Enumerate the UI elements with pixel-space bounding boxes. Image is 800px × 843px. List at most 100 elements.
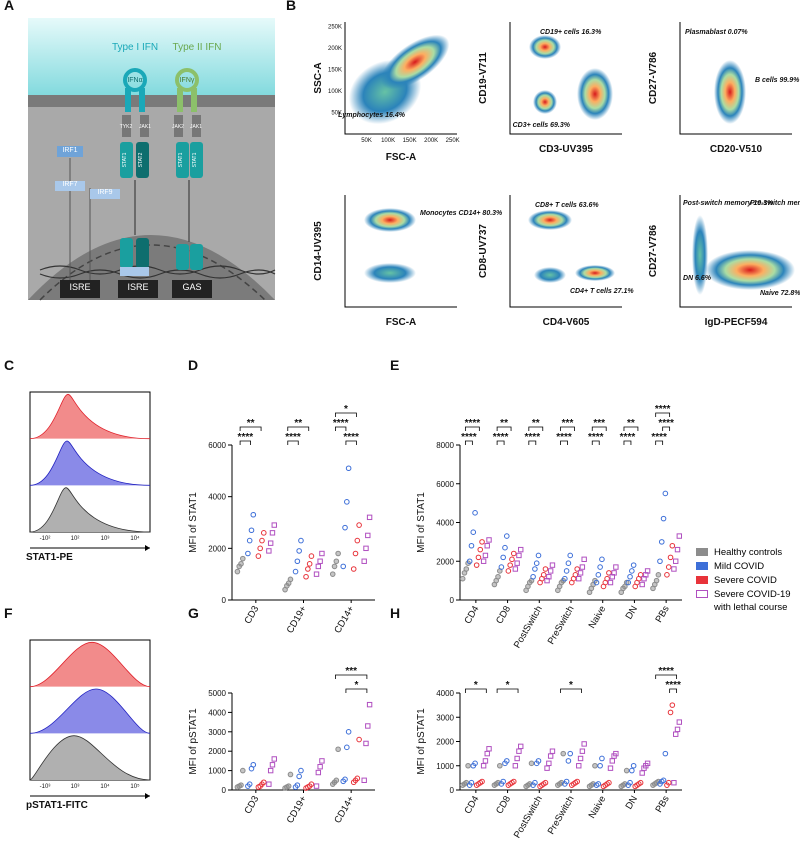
data-point <box>671 780 677 786</box>
data-point <box>238 782 244 788</box>
data-point <box>532 566 538 572</box>
data-point <box>606 779 612 786</box>
data-point <box>329 571 336 577</box>
data-point <box>361 777 367 783</box>
data-point <box>319 758 325 764</box>
diagram-label: IRF7 <box>62 181 77 188</box>
x-tick-label: 10⁴ <box>100 783 110 790</box>
y-tick-label: 150K <box>328 67 342 73</box>
y-tick-label: 3000 <box>436 713 454 722</box>
data-point <box>245 550 251 557</box>
data-point <box>475 554 482 561</box>
x-axis-label: CD4-V605 <box>543 317 590 328</box>
significance-bracket <box>335 426 347 431</box>
significance-label: **** <box>588 432 604 443</box>
data-point <box>593 579 600 586</box>
significance-label: **** <box>651 432 667 443</box>
data-point <box>567 552 574 559</box>
data-point <box>662 490 669 497</box>
data-point <box>345 729 352 735</box>
density-cloud <box>705 250 795 290</box>
data-point <box>673 731 679 737</box>
y-axis-label: MFI of pSTAT1 <box>188 708 199 775</box>
data-point <box>547 753 554 759</box>
x-axis-label: CD3-UV395 <box>539 144 593 155</box>
y-axis-label: MFI of pSTAT1 <box>416 708 427 775</box>
data-point <box>313 571 320 577</box>
x-tick-label: 10⁴ <box>130 535 140 542</box>
legend-label: Severe COVID-19 with lethal course <box>714 589 791 613</box>
y-tick-label: 200K <box>328 46 342 52</box>
data-point <box>260 779 267 786</box>
data-point <box>625 579 632 586</box>
data-point <box>260 530 267 536</box>
data-point <box>354 775 361 782</box>
data-point <box>482 758 489 764</box>
data-point <box>356 522 362 528</box>
data-point <box>627 573 633 580</box>
data-point <box>542 566 549 572</box>
y-tick-label: 0 <box>450 786 455 795</box>
significance-bracket <box>528 440 537 445</box>
significance-label: * <box>354 680 358 691</box>
x-tick-label: 10³ <box>101 536 110 542</box>
data-point <box>658 539 665 545</box>
data-point <box>266 781 272 787</box>
data-point <box>676 719 683 725</box>
data-point <box>495 573 501 580</box>
data-point <box>246 781 253 787</box>
significance-bracket <box>623 440 632 445</box>
data-point <box>574 778 580 785</box>
data-point <box>266 548 272 554</box>
data-point <box>267 767 274 774</box>
y-tick-label: 2000 <box>436 738 454 747</box>
significance-label: *** <box>562 418 574 429</box>
data-point <box>472 760 478 767</box>
diagram-label: ISRE <box>69 282 90 292</box>
significance-bracket <box>655 440 664 445</box>
data-point <box>597 564 603 570</box>
significance-label: **** <box>238 432 254 443</box>
data-point <box>665 564 672 570</box>
axis <box>231 693 375 791</box>
axis <box>679 195 792 308</box>
data-point <box>503 758 510 764</box>
density-cloud <box>380 34 450 90</box>
gate-label: DN 6.6% <box>683 275 712 282</box>
significance-label: **** <box>655 404 671 415</box>
data-point <box>296 548 302 554</box>
significance-bracket <box>464 440 473 445</box>
data-point <box>518 743 524 750</box>
axis <box>509 22 622 135</box>
x-axis-label: IgD-PECF594 <box>705 317 768 328</box>
data-point <box>472 510 478 516</box>
data-point <box>305 566 311 572</box>
data-point <box>542 779 549 786</box>
data-point <box>599 556 605 563</box>
gate-label: B cells 99.9% <box>755 77 800 84</box>
data-point <box>303 573 309 580</box>
data-point <box>313 783 320 789</box>
data-point <box>479 539 485 545</box>
data-point <box>500 554 506 561</box>
density-cloud <box>364 208 416 232</box>
data-point <box>540 572 547 578</box>
significance-bracket <box>345 688 368 693</box>
data-point <box>664 572 670 578</box>
data-point <box>509 556 515 563</box>
gate-label: Plasmablast 0.07% <box>685 29 748 36</box>
data-point <box>486 537 492 543</box>
data-point <box>477 546 484 553</box>
data-point <box>287 771 294 778</box>
data-point <box>669 542 676 549</box>
x-tick-label: CD19+ <box>285 604 310 636</box>
data-point <box>480 558 487 564</box>
significance-label: **** <box>658 666 674 677</box>
y-tick-label: 6000 <box>208 441 226 450</box>
x-tick-label: -10³ <box>40 784 51 790</box>
legend-label: Mild COVID <box>714 561 765 572</box>
gate-label: Post-switch memory 10.3% <box>683 200 774 207</box>
data-point <box>674 546 681 553</box>
data-point <box>234 568 241 575</box>
significance-bracket <box>335 412 357 417</box>
